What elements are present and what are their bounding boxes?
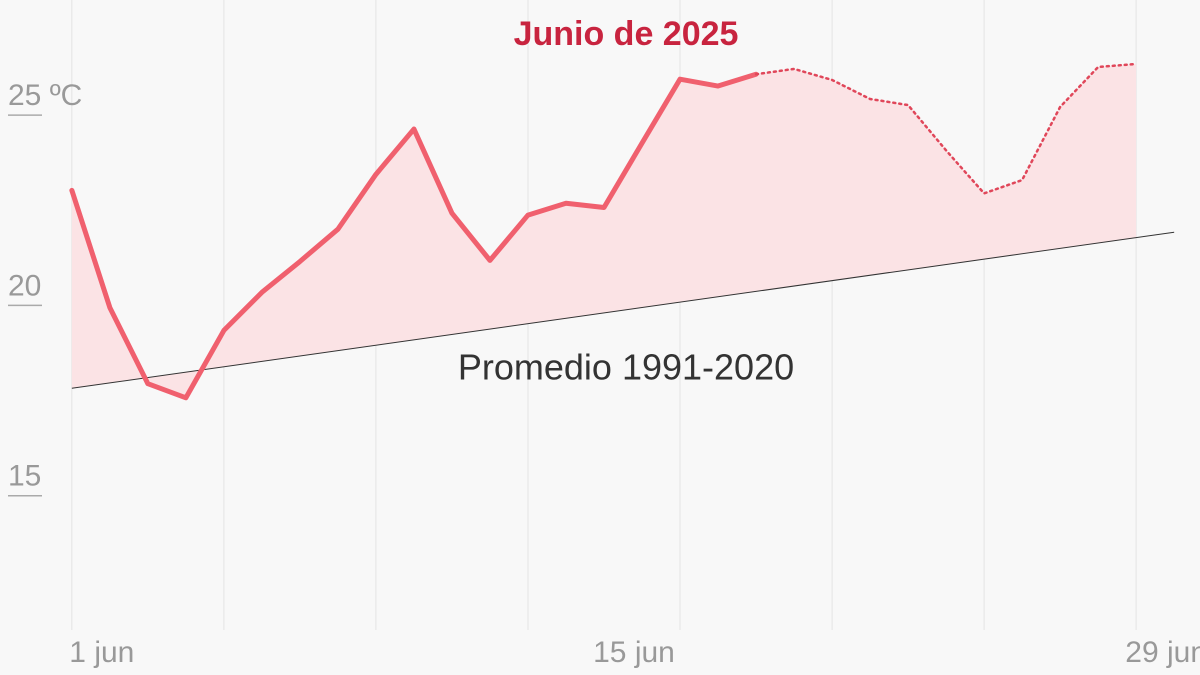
line-series <box>754 62 1138 195</box>
annotation: Promedio 1991-2020 <box>458 347 794 388</box>
line-series <box>69 71 759 401</box>
average-line <box>71 231 1175 389</box>
area-fill <box>71 63 1137 398</box>
x-tick-label: 1 jun <box>69 636 134 669</box>
y-tick-label: 25 ºC <box>8 79 82 112</box>
y-tick-label: 20 <box>8 269 41 302</box>
x-tick-label: 29 jun <box>1125 636 1200 669</box>
x-tick-label: 15 jun <box>593 636 675 669</box>
chart-title: Junio de 2025 <box>514 15 739 53</box>
y-tick-label: 15 <box>8 460 41 493</box>
